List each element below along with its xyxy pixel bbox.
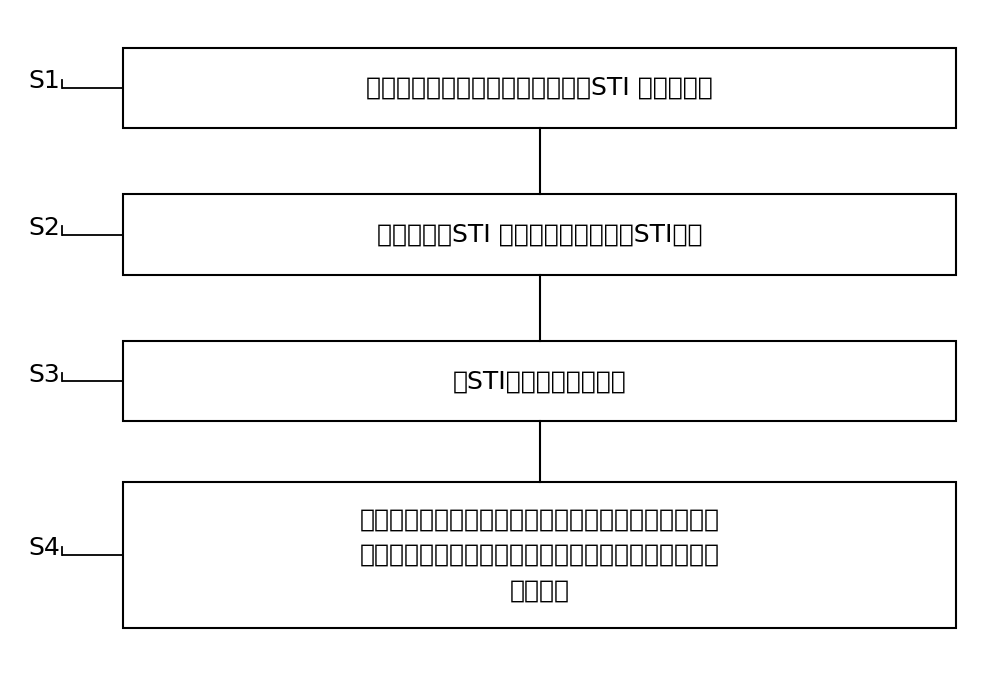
Text: 对STI沟槽进行沉积填充: 对STI沟槽进行沉积填充 [453,369,627,393]
Text: S2: S2 [28,216,60,240]
Text: 根据定义的STI 沟槽的位置，蚀刻出STI沟槽: 根据定义的STI 沟槽的位置，蚀刻出STI沟槽 [377,222,702,247]
Text: 采用掩膜板定义逻辑区与像素区的STI 沟槽的位置: 采用掩膜板定义逻辑区与像素区的STI 沟槽的位置 [366,76,713,99]
Text: S1: S1 [28,69,60,93]
Text: 采用掩膜板定义需要进行隔离区注入的部分像素区，并
且针对定义的需要进行隔离区注入的部分像素区，执行
离子注入: 采用掩膜板定义需要进行隔离区注入的部分像素区，并 且针对定义的需要进行隔离区注入… [360,508,720,602]
Text: S4: S4 [28,536,60,560]
Bar [123,341,956,421]
Text: S3: S3 [28,363,60,387]
Bar [123,47,956,128]
Bar [123,195,956,274]
Bar [123,481,956,629]
